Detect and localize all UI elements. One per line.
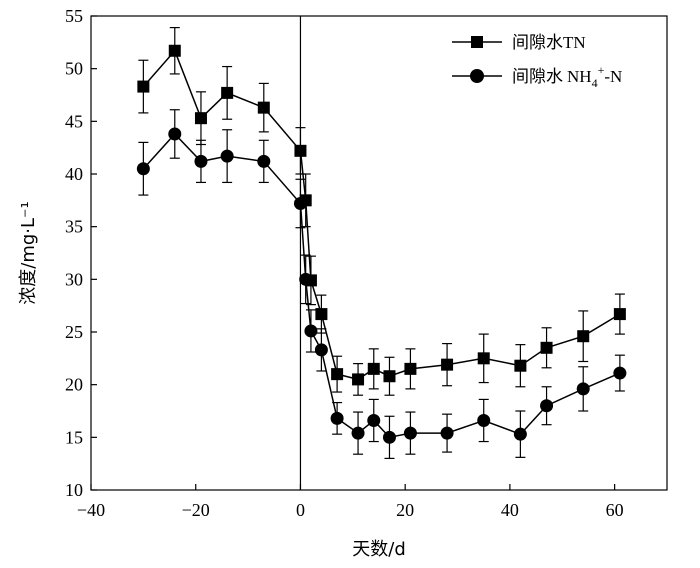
legend-label-nh4-sup: + xyxy=(598,63,605,77)
legend-label-nh4-n: -N xyxy=(604,67,622,86)
x-tick-label: 40 xyxy=(501,500,519,520)
x-tick-label: 20 xyxy=(396,500,414,520)
data-point-tn xyxy=(577,330,590,343)
data-point-nh4 xyxy=(351,426,365,440)
legend-label-tn-suffix: TN xyxy=(563,33,586,52)
plot-frame xyxy=(90,15,668,491)
data-point-nh4 xyxy=(168,127,182,141)
data-point-nh4 xyxy=(314,343,328,357)
data-point-tn xyxy=(352,373,365,386)
y-tick-label: 30 xyxy=(65,269,83,289)
legend-marker-circle xyxy=(470,69,484,83)
legend-label-tn-main: 间隙水 xyxy=(512,33,563,53)
legend-marker-square xyxy=(471,36,483,48)
y-tick-label: 25 xyxy=(65,322,83,342)
data-point-tn xyxy=(441,358,454,371)
x-tick-label: −20 xyxy=(182,500,210,520)
legend: 间隙水TN 间隙水 NH4+-N xyxy=(452,33,622,90)
y-tick-label: 35 xyxy=(65,217,83,237)
y-tick-label: 55 xyxy=(65,6,83,26)
y-tick-label: 10 xyxy=(65,480,83,500)
y-tick-label: 45 xyxy=(65,111,83,131)
data-point-nh4 xyxy=(440,426,454,440)
data-point-tn xyxy=(514,359,527,372)
x-tick-label: −40 xyxy=(77,500,105,520)
data-point-tn xyxy=(367,362,380,375)
data-point-nh4 xyxy=(513,427,527,441)
axes xyxy=(90,15,668,491)
y-tick-label: 15 xyxy=(65,427,83,447)
data-point-tn xyxy=(137,80,150,93)
data-point-tn xyxy=(331,368,344,381)
series-line-nh4 xyxy=(142,132,621,439)
series-line-tn xyxy=(142,49,621,381)
data-point-nh4 xyxy=(257,154,271,168)
legend-label-nh4: 间隙水 NH4+-N xyxy=(512,63,622,90)
data-point-nh4 xyxy=(293,196,307,210)
y-tick-label: 50 xyxy=(65,59,83,79)
data-point-nh4 xyxy=(403,426,417,440)
data-point-tn xyxy=(315,308,328,321)
data-point-nh4 xyxy=(136,162,150,176)
data-point-nh4 xyxy=(367,413,381,427)
data-point-nh4 xyxy=(613,366,627,380)
data-point-nh4 xyxy=(194,154,208,168)
data-point-nh4 xyxy=(299,272,313,286)
data-point-nh4 xyxy=(540,399,554,413)
x-tick-label: 0 xyxy=(296,500,305,520)
tick-labels: −40 −20 0 20 40 60 10 15 20 25 30 35 40 45 50 55 xyxy=(65,6,624,520)
data-point-nh4 xyxy=(304,324,318,338)
legend-label-nh4-sub: 4 xyxy=(592,76,598,90)
x-axis-title: 天数/d xyxy=(352,539,406,560)
data-point-tn xyxy=(540,341,553,354)
series-layer xyxy=(136,26,627,459)
data-point-nh4 xyxy=(477,413,491,427)
data-point-nh4 xyxy=(382,430,396,444)
data-point-tn xyxy=(383,370,396,383)
x-tick-label: 60 xyxy=(606,500,624,520)
data-point-tn xyxy=(168,44,181,57)
data-point-tn xyxy=(221,86,234,99)
legend-label-nh4-main: 间隙水 xyxy=(512,67,563,87)
series-nh4 xyxy=(136,109,627,459)
data-point-nh4 xyxy=(330,411,344,425)
y-axis-title: 浓度/mg·L⁻¹ xyxy=(18,201,39,305)
legend-label-tn: 间隙水TN xyxy=(512,33,586,53)
data-point-tn xyxy=(477,352,490,365)
data-point-nh4 xyxy=(576,382,590,396)
y-tick-label: 40 xyxy=(65,164,83,184)
legend-label-nh4-nh: NH xyxy=(567,67,592,86)
data-point-tn xyxy=(194,112,207,125)
data-point-tn xyxy=(613,308,626,321)
data-point-nh4 xyxy=(220,149,234,163)
data-point-tn xyxy=(294,144,307,157)
data-point-tn xyxy=(404,362,417,375)
data-point-tn xyxy=(257,101,270,114)
y-tick-label: 20 xyxy=(65,375,83,395)
